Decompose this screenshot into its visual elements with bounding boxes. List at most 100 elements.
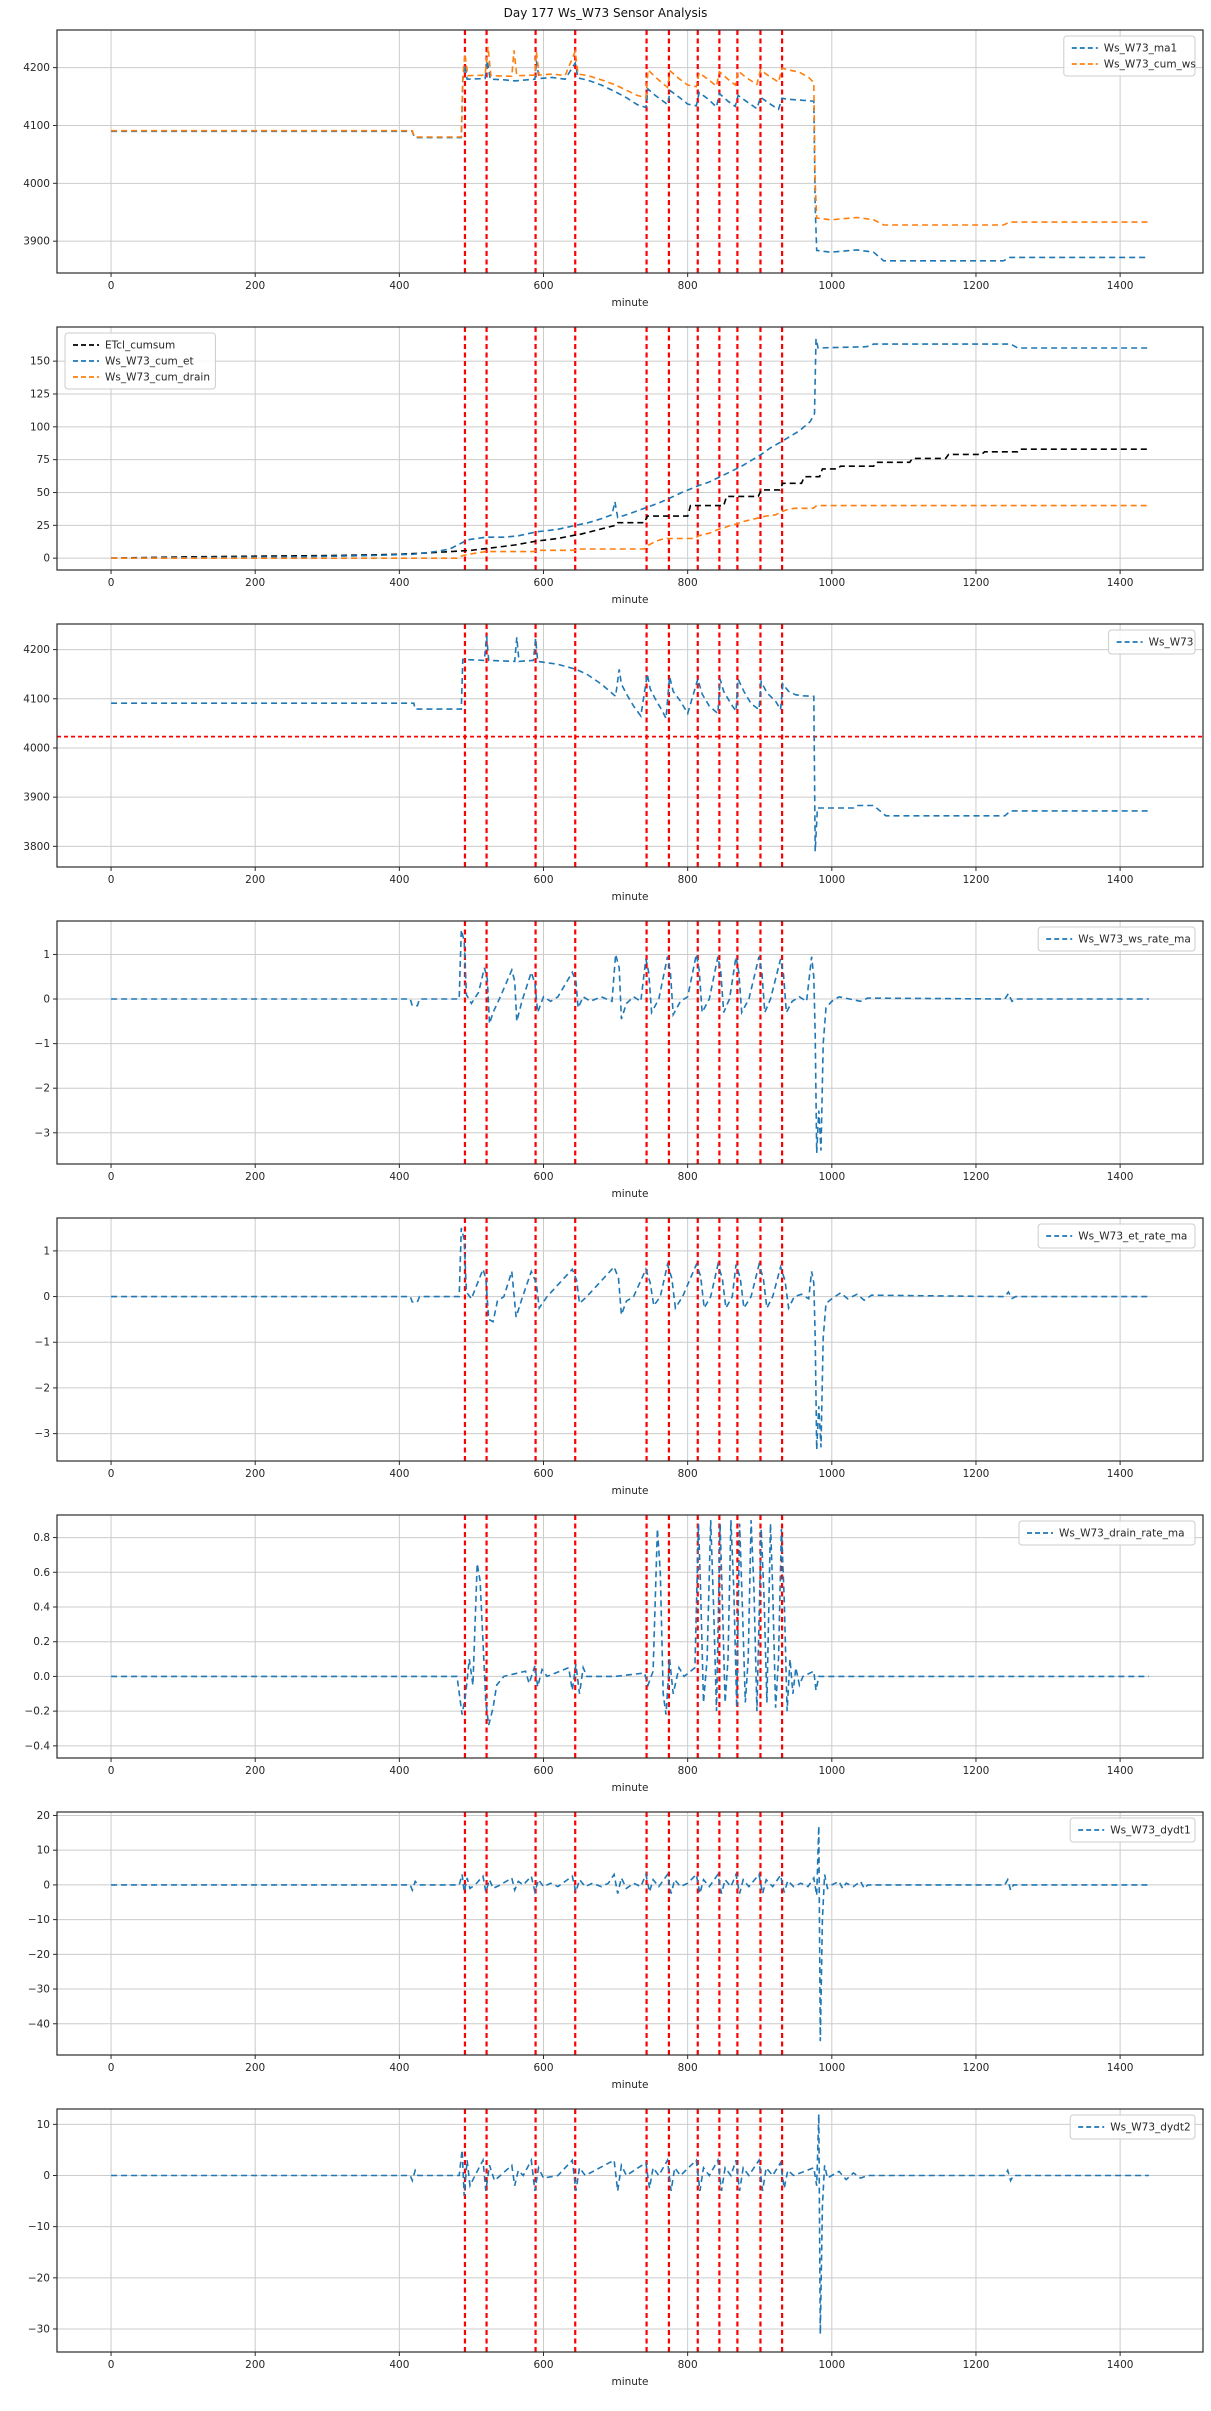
subplot-drain-rate: 0.8 0.6 0.4 0.2 0.0 −0.2 −0.4 0 200 400 600 800 1000… [0, 1513, 1211, 1810]
subplot-ws-rate: 1 0 −1 −2 −3 0 200 400 600 800 1000 1200 1400 minute W… [0, 919, 1211, 1216]
svg-text:0: 0 [108, 2062, 115, 2074]
svg-text:100: 100 [30, 421, 50, 433]
svg-text:0: 0 [108, 577, 115, 589]
subplot-raw-ws: 4200 4100 4000 3900 3800 0 200 400 600 800 1000 120… [0, 622, 1211, 919]
x-tick-labels: 0 200 400 600 800 1000 1200 1400 [108, 1758, 1133, 1777]
plot-area [57, 921, 1203, 1164]
series-Ws_W73_cum_et [111, 338, 1149, 559]
svg-text:1400: 1400 [1107, 280, 1134, 292]
x-axis-label: minute [611, 297, 648, 309]
svg-text:−3: −3 [35, 1127, 50, 1139]
legend-label-Ws_W73_dydt1: Ws_W73_dydt1 [1110, 1825, 1190, 1837]
svg-text:800: 800 [678, 2359, 698, 2371]
plot-area [57, 30, 1203, 273]
svg-text:−0.2: −0.2 [25, 1706, 51, 1718]
axes-frame [56, 29, 1204, 274]
svg-text:200: 200 [245, 1765, 265, 1777]
figure-title: Day 177 Ws_W73 Sensor Analysis [503, 6, 708, 20]
svg-text:1: 1 [43, 1245, 50, 1257]
legend: Ws_W73_dydt2 [1069, 2114, 1196, 2140]
svg-text:800: 800 [678, 2062, 698, 2074]
series-Ws_W73 [111, 635, 1149, 852]
axes-frame [56, 1514, 1204, 1759]
event-vlines [463, 1812, 784, 2055]
x-axis-label: minute [611, 2079, 648, 2091]
axes-frame [56, 920, 1204, 1165]
svg-text:1400: 1400 [1107, 577, 1134, 589]
legend: Ws_W73_ws_rate_ma [1037, 926, 1196, 952]
svg-text:600: 600 [533, 280, 553, 292]
plot-area [57, 1812, 1203, 2055]
svg-text:600: 600 [533, 1468, 553, 1480]
svg-text:4200: 4200 [23, 62, 50, 74]
svg-text:4200: 4200 [23, 644, 50, 656]
series-Ws_W73_cum_ws [111, 46, 1149, 226]
svg-text:0: 0 [43, 994, 50, 1006]
legend-label-Ws_W73: Ws_W73 [1149, 637, 1194, 649]
subplot-dydt2: 10 0 −10 −20 −30 0 200 400 600 800 1000 1200 1400 min… [0, 2107, 1211, 2404]
y-tick-labels: 10 0 −10 −20 −30 [28, 2119, 57, 2335]
axes-frame [56, 623, 1204, 868]
legend: Ws_W73_dydt1 [1069, 1817, 1196, 1843]
grid-lines [57, 2109, 1203, 2352]
svg-text:75: 75 [37, 454, 50, 466]
svg-text:200: 200 [245, 1468, 265, 1480]
svg-text:600: 600 [533, 1171, 553, 1183]
x-tick-labels: 0 200 400 600 800 1000 1200 1400 [108, 2055, 1133, 2074]
svg-text:0: 0 [108, 1765, 115, 1777]
svg-text:0: 0 [43, 553, 50, 565]
svg-text:1000: 1000 [818, 1765, 845, 1777]
svg-text:800: 800 [678, 577, 698, 589]
subplot-et-rate: 1 0 −1 −2 −3 0 200 400 600 800 1000 1200 1400 minute W… [0, 1216, 1211, 1513]
x-axis-label: minute [611, 594, 648, 606]
svg-text:600: 600 [533, 874, 553, 886]
legend-label-Ws_W73_ws_rate_ma: Ws_W73_ws_rate_ma [1078, 934, 1191, 946]
event-vlines [463, 1515, 784, 1758]
svg-text:400: 400 [389, 280, 409, 292]
chart-cumulative: 0 25 50 75 100 125 150 0 200 400 600 800 1000 1200 140… [30, 326, 1204, 606]
svg-text:−2: −2 [35, 1083, 50, 1095]
chart-raw-ws: 4200 4100 4000 3900 3800 0 200 400 600 800 1000 120… [23, 623, 1204, 903]
svg-text:1200: 1200 [963, 1468, 990, 1480]
svg-text:1200: 1200 [963, 2359, 990, 2371]
svg-text:3800: 3800 [23, 841, 50, 853]
subplot-dydt1: 20 10 0 −10 −20 −30 −40 0 200 400 600 800 1000 1200 14… [0, 1810, 1211, 2107]
svg-text:200: 200 [245, 874, 265, 886]
svg-text:0.0: 0.0 [33, 1671, 50, 1683]
svg-text:0.8: 0.8 [33, 1532, 50, 1544]
svg-text:600: 600 [533, 2359, 553, 2371]
grid-lines [57, 1812, 1203, 2055]
grid-lines [57, 327, 1203, 570]
legend-label-Ws_W73_cum_ws: Ws_W73_cum_ws [1104, 59, 1196, 71]
svg-text:1200: 1200 [963, 1765, 990, 1777]
y-tick-labels: 4200 4100 4000 3900 [23, 62, 57, 248]
axes-frame [56, 1811, 1204, 2056]
svg-text:800: 800 [678, 1171, 698, 1183]
legend-label-Ws_W73_drain_rate_ma: Ws_W73_drain_rate_ma [1059, 1528, 1185, 1540]
chart-dydt1: 20 10 0 −10 −20 −30 −40 0 200 400 600 800 1000 1200 14… [28, 1810, 1204, 2091]
plot-area [57, 2109, 1203, 2352]
x-tick-labels: 0 200 400 600 800 1000 1200 1400 [108, 2352, 1133, 2371]
svg-text:800: 800 [678, 280, 698, 292]
svg-text:600: 600 [533, 2062, 553, 2074]
svg-text:400: 400 [389, 1765, 409, 1777]
svg-text:0: 0 [108, 1171, 115, 1183]
legend-label-Ws_W73_dydt2: Ws_W73_dydt2 [1110, 2122, 1190, 2134]
svg-text:1000: 1000 [818, 2359, 845, 2371]
x-tick-labels: 0 200 400 600 800 1000 1200 1400 [108, 1461, 1133, 1480]
svg-text:−1: −1 [35, 1038, 50, 1050]
svg-text:1000: 1000 [818, 874, 845, 886]
svg-text:1000: 1000 [818, 1468, 845, 1480]
plot-area [57, 1515, 1203, 1758]
event-vlines [463, 2109, 784, 2352]
series-Ws_W73_ws_rate_ma [111, 929, 1149, 1153]
series-Ws_W73_dydt1 [111, 1825, 1149, 2042]
svg-text:1000: 1000 [818, 1171, 845, 1183]
svg-text:400: 400 [389, 2062, 409, 2074]
svg-text:200: 200 [245, 2359, 265, 2371]
svg-text:3900: 3900 [23, 236, 50, 248]
legend: Ws_W73_drain_rate_ma [1018, 1520, 1196, 1546]
series-Ws_W73_dydt2 [111, 2114, 1149, 2335]
svg-text:10: 10 [37, 2119, 50, 2131]
legend: Ws_W73_et_rate_ma [1037, 1223, 1196, 1249]
